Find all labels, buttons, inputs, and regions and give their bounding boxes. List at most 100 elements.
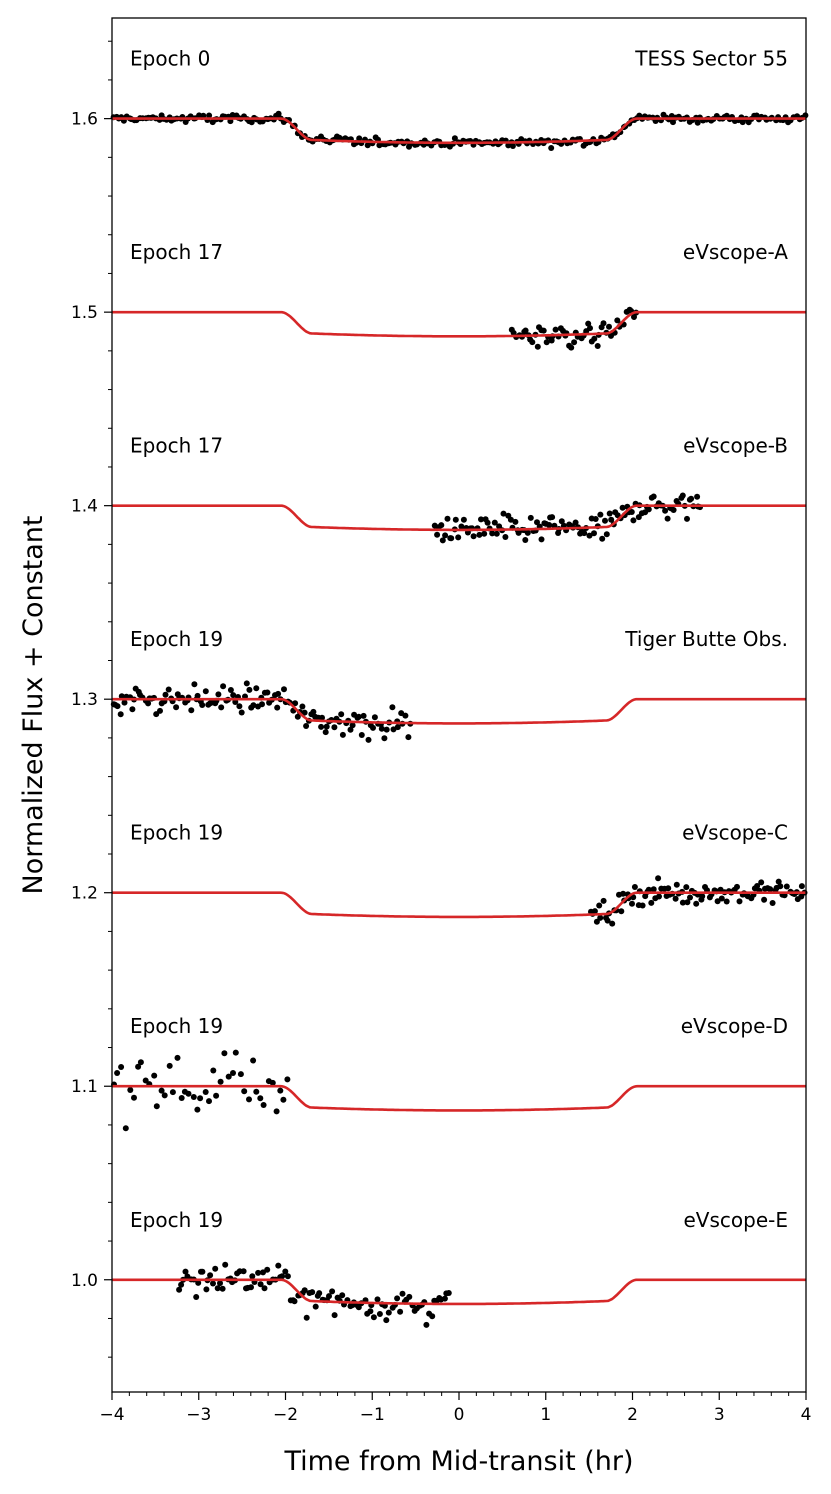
data-point — [206, 112, 213, 119]
data-point — [586, 532, 593, 539]
data-point — [249, 1273, 256, 1280]
data-point — [212, 1265, 219, 1272]
data-point — [260, 1102, 267, 1108]
data-point — [769, 900, 776, 906]
data-point — [587, 325, 593, 332]
data-point — [688, 495, 695, 502]
data-point — [597, 511, 604, 518]
data-point — [546, 522, 553, 528]
data-point — [129, 706, 136, 713]
data-point — [246, 686, 253, 693]
data-point — [405, 734, 412, 741]
instrument-label: eVscope-E — [684, 1208, 789, 1232]
data-point — [389, 704, 396, 711]
data-point — [214, 1285, 221, 1292]
data-point — [478, 516, 484, 523]
data-point — [284, 1273, 291, 1280]
data-point — [114, 1070, 121, 1076]
data-points-layer — [110, 110, 809, 1328]
data-point — [572, 519, 579, 526]
data-point — [639, 902, 646, 909]
data-point — [232, 1049, 239, 1056]
data-point — [599, 535, 606, 542]
x-tick-label: −4 — [99, 1405, 124, 1425]
data-point — [543, 339, 550, 346]
data-point — [158, 1087, 165, 1094]
y-tick-label: 1.4 — [71, 497, 98, 517]
data-point — [383, 1317, 390, 1324]
data-point — [619, 504, 626, 511]
data-point — [683, 884, 690, 891]
data-point — [507, 516, 514, 523]
data-point — [673, 881, 680, 888]
data-point — [312, 1303, 319, 1310]
data-point — [609, 920, 616, 927]
data-point — [122, 1125, 129, 1132]
data-point — [301, 1287, 308, 1294]
data-point — [347, 726, 354, 733]
data-point — [585, 320, 592, 327]
data-point — [202, 1089, 209, 1095]
data-point — [645, 886, 652, 893]
data-point — [135, 1063, 142, 1070]
data-point — [628, 509, 635, 515]
data-point — [758, 879, 765, 886]
data-point — [596, 902, 603, 909]
data-point — [476, 531, 483, 538]
x-tick-label: 0 — [454, 1405, 465, 1425]
data-point — [597, 914, 604, 921]
y-tick-label: 1.3 — [71, 690, 98, 710]
data-point — [444, 515, 451, 522]
data-point — [151, 1072, 158, 1079]
data-point — [257, 1095, 264, 1102]
data-point — [217, 1078, 224, 1085]
data-point — [299, 703, 306, 710]
data-point — [445, 1290, 452, 1296]
data-point — [481, 530, 488, 537]
data-point — [241, 1088, 248, 1095]
data-point — [367, 1308, 374, 1315]
data-point — [193, 1294, 200, 1300]
data-point — [127, 1087, 134, 1093]
x-tick-label: 3 — [714, 1405, 725, 1425]
data-point — [162, 691, 169, 698]
data-point — [591, 335, 598, 342]
data-point — [606, 510, 613, 517]
data-point — [274, 704, 281, 711]
data-point — [693, 900, 700, 907]
panel-labels-layer: Epoch 0 TESS Sector 55 Epoch 17 eVscope-A Ep… — [130, 47, 788, 1232]
y-tick-label: 1.6 — [71, 110, 98, 130]
data-point — [339, 1292, 346, 1299]
data-point — [331, 1312, 338, 1319]
data-point — [399, 1290, 406, 1297]
data-point — [679, 492, 686, 499]
data-point — [118, 693, 125, 700]
data-point — [331, 724, 338, 731]
data-point — [264, 689, 271, 696]
data-point — [603, 531, 610, 538]
data-point — [206, 1098, 212, 1105]
data-point — [451, 135, 458, 142]
data-point — [684, 899, 691, 906]
data-point — [230, 692, 237, 699]
data-point — [281, 686, 287, 693]
data-point — [438, 522, 445, 529]
y-tick-label: 1.2 — [71, 884, 98, 904]
data-point — [604, 917, 611, 924]
data-point — [178, 1095, 185, 1101]
data-point — [275, 1262, 282, 1269]
data-point — [165, 686, 172, 693]
data-point — [397, 1308, 404, 1315]
x-tick-label: 2 — [627, 1405, 638, 1425]
data-point — [257, 1281, 264, 1288]
data-point — [195, 1279, 202, 1286]
data-point — [182, 1268, 189, 1275]
data-point — [670, 119, 676, 126]
data-point — [458, 523, 465, 530]
data-point — [282, 1268, 289, 1275]
data-point — [512, 518, 519, 525]
data-point — [439, 537, 446, 544]
data-point — [540, 327, 547, 334]
data-point — [448, 535, 455, 542]
